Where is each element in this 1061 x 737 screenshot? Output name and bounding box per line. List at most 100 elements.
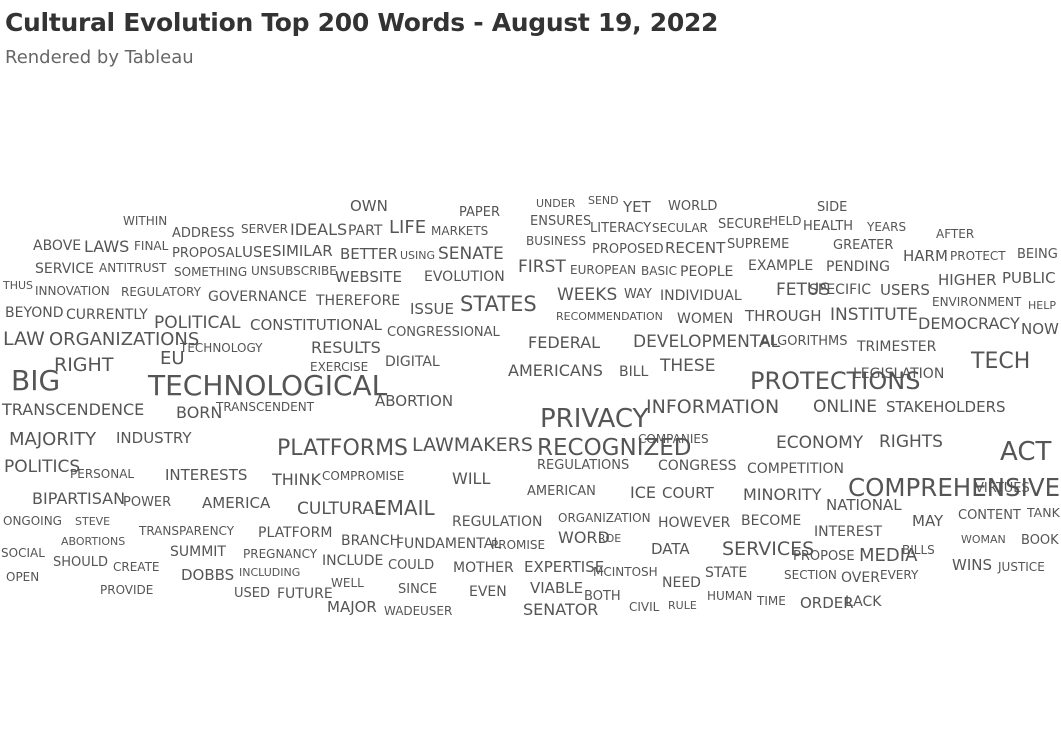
cloud-word: SERVER	[241, 222, 289, 236]
cloud-word: FETUS	[776, 280, 831, 300]
cloud-word: SOCIAL	[1, 546, 45, 560]
cloud-word: TIME	[757, 594, 786, 608]
cloud-word: TECHNOLOGICAL	[148, 369, 388, 402]
cloud-word: TECHNOLOGY	[180, 341, 263, 355]
cloud-word: MAJOR	[327, 598, 377, 616]
cloud-word: INCLUDING	[239, 566, 301, 579]
cloud-word: SPECIFIC	[809, 282, 872, 298]
cloud-word: OPEN	[6, 570, 40, 584]
cloud-word: ALGORITHMS	[761, 334, 848, 349]
cloud-word: BASIC	[641, 264, 677, 278]
cloud-word: MARKETS	[431, 224, 489, 238]
cloud-word: LITERACY	[590, 221, 652, 236]
cloud-word: INSTITUTE	[830, 305, 918, 325]
cloud-word: STATE	[705, 565, 748, 581]
cloud-word: ABOVE	[33, 238, 82, 254]
cloud-word: THESE	[660, 356, 716, 376]
cloud-word: MOTHER	[453, 560, 514, 576]
cloud-word: BILLS	[902, 543, 935, 557]
cloud-word: DIGITAL	[385, 354, 440, 370]
cloud-word: RIGHT	[54, 354, 114, 376]
cloud-word: CONTENT	[958, 508, 1021, 523]
cloud-word: PLATFORMS	[277, 436, 409, 461]
cloud-word: BILL	[619, 364, 649, 380]
cloud-word: THUS	[3, 279, 34, 292]
cloud-word: SIDE	[817, 200, 848, 215]
cloud-word: PEOPLE	[680, 264, 734, 280]
cloud-word: EVEN	[469, 584, 507, 600]
cloud-word: ISSUE	[410, 300, 454, 318]
cloud-word: AMERICAN	[527, 484, 596, 499]
cloud-word: INTEREST	[814, 524, 883, 540]
cloud-word: REGULATIONS	[537, 458, 630, 473]
cloud-word: HELP	[1028, 299, 1056, 312]
cloud-word: WITHIN	[123, 214, 168, 228]
cloud-word: MAJORITY	[9, 429, 97, 450]
cloud-word: ENVIRONMENT	[932, 295, 1022, 309]
cloud-word: REGULATION	[452, 514, 543, 530]
cloud-word: SOMETHING	[174, 265, 248, 279]
cloud-word: IDEALS	[290, 220, 348, 239]
cloud-word: PREGNANCY	[243, 547, 318, 561]
cloud-word: BIPARTISAN	[32, 489, 126, 508]
page-subtitle: Rendered by Tableau	[5, 47, 194, 68]
cloud-word: RECENT	[665, 239, 726, 257]
cloud-word: MCINTOSH	[593, 565, 658, 579]
cloud-word: BIG	[11, 364, 61, 397]
cloud-word: PERSONAL	[70, 467, 135, 481]
cloud-word: INNOVATION	[35, 284, 110, 298]
cloud-word: MAY	[912, 512, 944, 530]
cloud-word: CONGRESSIONAL	[387, 325, 500, 340]
cloud-word: TECH	[971, 349, 1031, 374]
cloud-word: WILL	[452, 469, 491, 488]
cloud-word: NATIONAL	[826, 496, 902, 514]
cloud-word: CIVIL	[629, 600, 660, 614]
cloud-word: ICE	[630, 483, 656, 502]
cloud-word: SINCE	[398, 582, 438, 597]
cloud-word: WADE	[384, 604, 421, 618]
cloud-word: EU	[160, 348, 185, 369]
cloud-word: TRANSCENDENCE	[2, 400, 145, 419]
cloud-word: LIFE	[389, 217, 427, 238]
cloud-word: RIGHTS	[879, 432, 943, 452]
cloud-word: COULD	[388, 558, 435, 573]
cloud-word: EXERCISE	[310, 360, 369, 374]
cloud-word: TRANSPARENCY	[139, 524, 235, 538]
cloud-word: USER	[420, 604, 453, 618]
cloud-word: AMERICA	[202, 494, 271, 512]
cloud-word: OWN	[350, 197, 388, 215]
cloud-word: FINAL	[134, 239, 169, 253]
cloud-word: POLITICAL	[154, 313, 241, 333]
cloud-word: UNDER	[536, 197, 576, 210]
cloud-word: COMPANIES	[638, 432, 709, 446]
cloud-word: USE	[242, 243, 272, 261]
cloud-word: PUBLIC	[1002, 269, 1056, 287]
cloud-word: COURT	[662, 484, 714, 502]
cloud-word: BEYOND	[5, 305, 64, 321]
cloud-word: SECULAR	[652, 221, 708, 235]
cloud-word: LAWS	[84, 237, 130, 256]
cloud-word: SECURE	[718, 217, 771, 232]
cloud-word: CULTURAL	[297, 499, 384, 519]
cloud-word: INDUSTRY	[116, 429, 192, 447]
cloud-word: HEALTH	[803, 219, 854, 234]
cloud-word: SENATOR	[523, 600, 599, 619]
cloud-word: HIGHER	[938, 271, 997, 289]
cloud-word: STEVE	[75, 515, 111, 528]
cloud-word: PROTECTIONS	[750, 367, 921, 395]
cloud-word: ENSURES	[530, 214, 592, 229]
page-title: Cultural Evolution Top 200 Words - Augus…	[5, 8, 719, 37]
cloud-word: REGULATORY	[121, 285, 201, 299]
cloud-word: LACK	[845, 594, 882, 610]
cloud-word: PAPER	[459, 205, 500, 220]
cloud-word: DOBBS	[181, 566, 235, 584]
cloud-word: PROVIDE	[100, 583, 154, 597]
cloud-word: YEARS	[867, 220, 907, 234]
cloud-word: HARM	[903, 247, 948, 265]
cloud-word: PROTECT	[950, 249, 1006, 263]
cloud-word: WOMAN	[961, 533, 1006, 546]
cloud-word: LAW	[3, 328, 45, 350]
cloud-word: MINORITY	[743, 485, 822, 504]
cloud-word: AMERICANS	[508, 361, 603, 380]
cloud-word: COMPREHENSIVE	[848, 473, 1061, 502]
